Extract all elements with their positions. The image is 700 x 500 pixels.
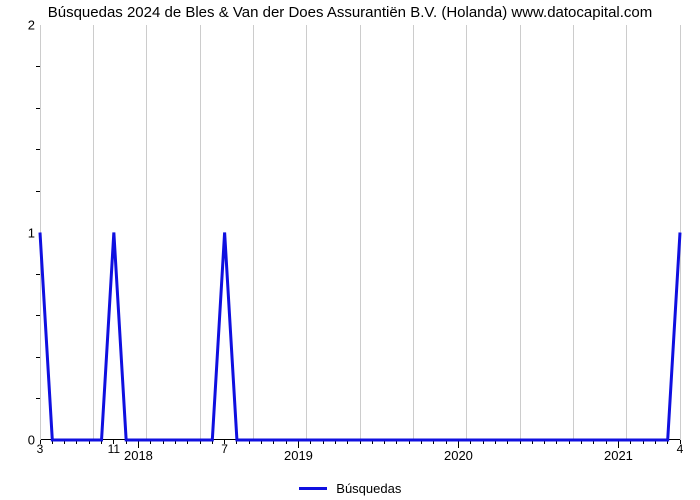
legend-label: Búsquedas — [336, 481, 401, 496]
x-tick-label: 2020 — [444, 448, 473, 463]
legend-swatch — [299, 487, 327, 490]
legend: Búsquedas — [0, 480, 700, 496]
x-value-label: 11 — [108, 442, 120, 456]
x-value-label: 4 — [677, 442, 684, 456]
y-tick-label: 0 — [5, 433, 35, 448]
y-tick-label: 2 — [5, 18, 35, 33]
y-tick-label: 1 — [5, 225, 35, 240]
x-value-label: 3 — [37, 442, 44, 456]
chart-container: Búsquedas 2024 de Bles & Van der Does As… — [0, 0, 700, 500]
series-line — [40, 25, 680, 440]
x-tick-label: 2019 — [284, 448, 313, 463]
x-value-label: 7 — [221, 442, 228, 456]
x-tick-label: 2021 — [604, 448, 633, 463]
chart-title: Búsquedas 2024 de Bles & Van der Does As… — [0, 4, 700, 21]
x-tick-label: 2018 — [124, 448, 153, 463]
